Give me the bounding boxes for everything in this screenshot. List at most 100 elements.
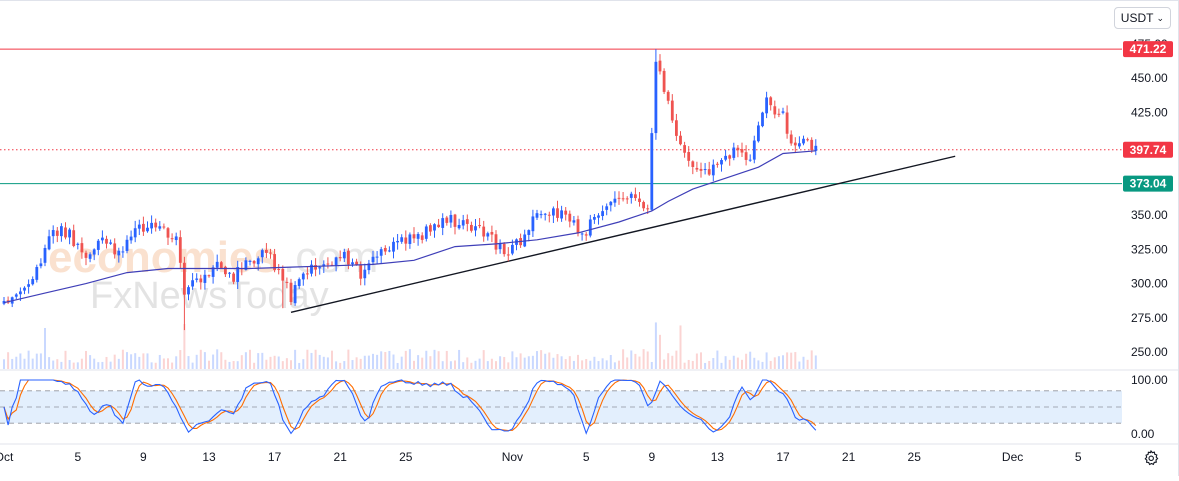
candle-body	[757, 125, 760, 142]
candle-body	[244, 260, 248, 270]
volume-bar	[433, 349, 436, 369]
candle-body	[429, 225, 432, 232]
volume-bar	[556, 354, 559, 369]
volume-bar	[384, 352, 387, 369]
candle-body	[711, 164, 715, 176]
volume-bar	[105, 356, 108, 369]
volume-bar	[773, 357, 776, 369]
volume-bar	[359, 358, 362, 369]
candle-body	[19, 291, 22, 295]
candle-body	[789, 134, 793, 144]
candle-body	[215, 261, 219, 268]
volume-bar	[814, 355, 817, 369]
candle-body	[793, 142, 797, 146]
volume-bar	[765, 352, 768, 369]
candle-body	[744, 152, 748, 160]
volume-bar	[27, 350, 30, 369]
candle-body	[293, 285, 297, 304]
candle-body	[232, 273, 235, 282]
volume-bar	[449, 361, 452, 369]
candle-body	[437, 224, 440, 228]
volume-bar	[290, 360, 292, 369]
candle-body	[183, 262, 186, 295]
candle-body	[539, 214, 543, 216]
volume-bar	[31, 358, 34, 369]
volume-bar	[228, 361, 231, 369]
candle-body	[724, 155, 727, 160]
candle-body	[318, 267, 322, 269]
price-tag-label: 373.04	[1130, 177, 1167, 191]
volume-bar	[339, 362, 342, 369]
volume-bar	[417, 355, 420, 369]
volume-bar	[458, 349, 461, 369]
candle-body	[96, 240, 100, 250]
volume-bar	[794, 352, 797, 369]
candle-body	[547, 214, 551, 216]
volume-bar	[490, 358, 493, 369]
volume-bar	[376, 354, 379, 369]
volume-bar	[507, 362, 510, 369]
volume-bar	[503, 356, 506, 369]
price-axis[interactable]: 250.00275.00300.00325.00350.00375.00425.…	[1131, 37, 1168, 441]
horizontal-levels	[0, 48, 1122, 185]
volume-bar	[683, 362, 686, 369]
price-tick-label: 450.00	[1131, 71, 1168, 85]
volume-bar	[552, 357, 555, 369]
volume-bar	[273, 355, 276, 369]
volume-bar	[622, 349, 625, 369]
candle-body	[47, 236, 51, 250]
candle-body	[609, 201, 613, 206]
candle-body	[35, 267, 39, 280]
candle-body	[490, 231, 494, 235]
candle-body	[412, 234, 416, 239]
volume-bar	[732, 355, 735, 369]
price-tick-label: 350.00	[1131, 208, 1168, 222]
candle-body	[601, 211, 604, 217]
candle-body	[597, 215, 600, 218]
candle-body	[310, 264, 313, 274]
candle-body	[92, 249, 96, 255]
candle-body	[39, 263, 43, 267]
volume-bar	[121, 349, 124, 369]
candle-body	[535, 213, 539, 218]
volume-bar	[499, 356, 502, 369]
currency-selector[interactable]: USDT ⌄	[1113, 7, 1171, 29]
volume-bar	[109, 361, 112, 369]
volume-bar	[753, 357, 756, 369]
volume-bar	[671, 355, 674, 369]
volume-bar	[777, 356, 780, 369]
candle-body	[117, 250, 121, 256]
candle-body	[80, 243, 84, 253]
chevron-down-icon: ⌄	[1156, 13, 1164, 23]
time-axis[interactable]: Oct 5 9 13 17 21 25 Nov 5 9 13 17 21 25 Dec 5	[0, 443, 1179, 464]
candle-body	[449, 214, 453, 223]
volume-bar	[531, 355, 534, 369]
candle-body	[420, 235, 424, 240]
volume-bar	[269, 356, 272, 369]
volume-bar	[158, 354, 161, 369]
volume-bar	[314, 349, 317, 369]
candle-body	[236, 267, 240, 282]
volume-bar	[654, 322, 657, 369]
volume-bar	[183, 324, 186, 369]
candle-body	[588, 219, 592, 236]
time-tick-label: 5	[583, 450, 590, 464]
candle-body	[769, 97, 773, 106]
volume-bar	[208, 360, 210, 369]
candle-body	[732, 147, 736, 158]
volume-bar	[462, 362, 465, 369]
candle-body	[457, 225, 461, 229]
volume-bar	[745, 353, 748, 369]
volume-bar	[540, 350, 543, 369]
volume-bar	[150, 362, 153, 369]
settings-button[interactable]	[1142, 449, 1160, 467]
candle-body	[306, 273, 309, 275]
volume-bar	[515, 357, 518, 369]
candle-body	[740, 149, 744, 153]
volume-bar	[216, 349, 219, 369]
volume-bar	[511, 351, 514, 369]
candle-body	[314, 265, 317, 270]
time-tick-label: 9	[140, 450, 147, 464]
